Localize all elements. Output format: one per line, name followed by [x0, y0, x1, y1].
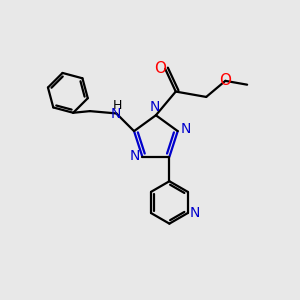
Text: H: H — [113, 99, 122, 112]
Text: O: O — [219, 74, 231, 88]
Text: N: N — [129, 149, 140, 163]
Text: N: N — [111, 107, 121, 121]
Text: N: N — [150, 100, 160, 114]
Text: N: N — [181, 122, 191, 136]
Text: O: O — [154, 61, 166, 76]
Text: N: N — [190, 206, 200, 220]
